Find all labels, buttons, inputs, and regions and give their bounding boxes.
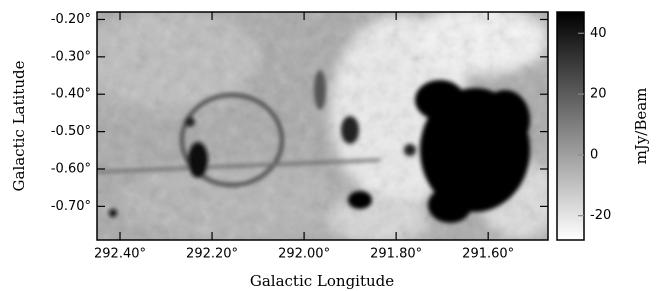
y-tick-label: -0.70° <box>51 199 91 214</box>
y-tick-label: -0.20° <box>51 12 91 27</box>
x-tick-label: 292.20° <box>186 247 238 262</box>
colorbar-tick-label: -20 <box>590 208 611 223</box>
x-tick-label: 292.40° <box>94 247 146 262</box>
y-tick-label: -0.60° <box>51 161 91 176</box>
colorbar-tick-label: 20 <box>590 87 607 102</box>
radio-map <box>80 5 560 245</box>
colorbar-label: mJy/Beam <box>632 88 650 165</box>
x-axis-label: Galactic Longitude <box>250 272 394 290</box>
x-tick-label: 291.80° <box>370 247 422 262</box>
x-tick-label: 291.60° <box>462 247 514 262</box>
y-tick-label: -0.30° <box>51 49 91 64</box>
y-axis-label: Galactic Latitude <box>10 60 28 191</box>
y-tick-label: -0.40° <box>51 87 91 102</box>
figure: Galactic Longitude Galactic Latitude mJy… <box>0 0 658 291</box>
colorbar-tick-label: 40 <box>590 26 607 41</box>
colorbar <box>557 12 584 240</box>
colorbar-tick-label: 0 <box>590 147 598 162</box>
y-tick-label: -0.50° <box>51 124 91 139</box>
x-tick-label: 292.00° <box>278 247 330 262</box>
